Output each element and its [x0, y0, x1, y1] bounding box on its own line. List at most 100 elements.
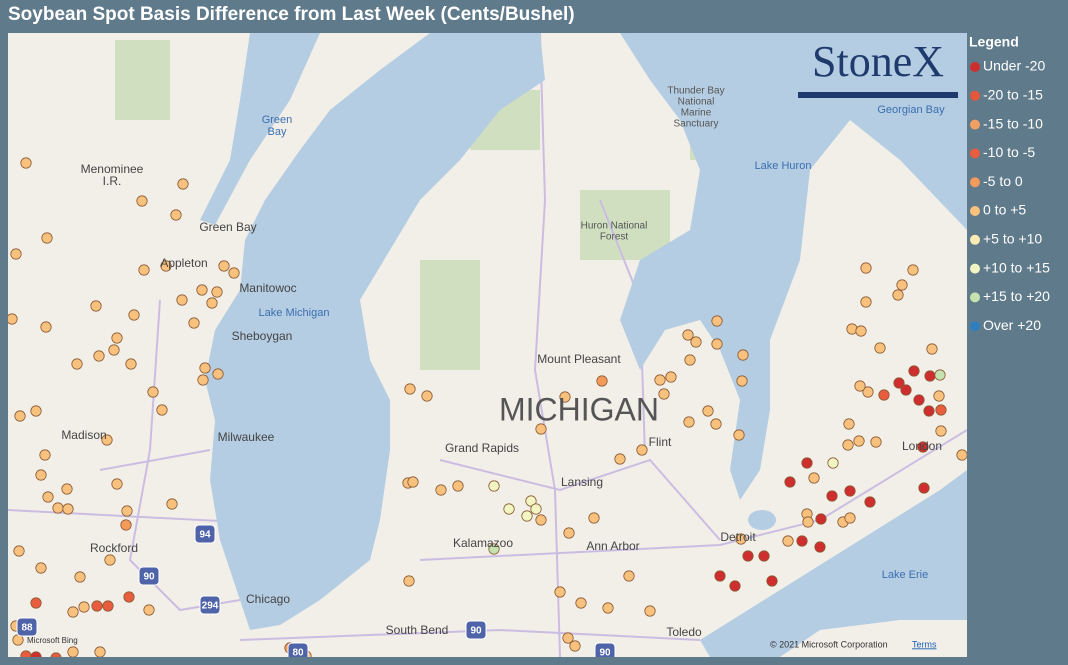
- site-marker[interactable]: [39, 449, 51, 461]
- site-marker[interactable]: [521, 510, 533, 522]
- site-marker[interactable]: [30, 651, 42, 662]
- site-marker[interactable]: [14, 410, 26, 422]
- site-marker[interactable]: [30, 405, 42, 417]
- site-marker[interactable]: [860, 296, 872, 308]
- site-marker[interactable]: [176, 294, 188, 306]
- site-marker[interactable]: [404, 383, 416, 395]
- site-marker[interactable]: [870, 436, 882, 448]
- site-marker[interactable]: [166, 498, 178, 510]
- legend-label[interactable]: Over +20: [983, 317, 1041, 333]
- site-marker[interactable]: [108, 344, 120, 356]
- site-marker[interactable]: [104, 554, 116, 566]
- site-marker[interactable]: [893, 377, 905, 389]
- site-marker[interactable]: [596, 375, 608, 387]
- site-marker[interactable]: [900, 384, 912, 396]
- site-marker[interactable]: [665, 371, 677, 383]
- legend-label[interactable]: +10 to +15: [983, 259, 1050, 275]
- site-marker[interactable]: [854, 380, 866, 392]
- site-marker[interactable]: [924, 370, 936, 382]
- site-marker[interactable]: [614, 453, 626, 465]
- site-marker[interactable]: [808, 472, 820, 484]
- site-marker[interactable]: [435, 484, 447, 496]
- site-marker[interactable]: [846, 323, 858, 335]
- site-marker[interactable]: [91, 600, 103, 612]
- site-marker[interactable]: [67, 606, 79, 618]
- site-marker[interactable]: [844, 512, 856, 524]
- site-marker[interactable]: [562, 632, 574, 644]
- site-marker[interactable]: [196, 284, 208, 296]
- site-marker[interactable]: [228, 267, 240, 279]
- site-marker[interactable]: [102, 600, 114, 612]
- site-marker[interactable]: [199, 362, 211, 374]
- site-marker[interactable]: [535, 514, 547, 526]
- site-marker[interactable]: [52, 502, 64, 514]
- site-marker[interactable]: [177, 178, 189, 190]
- site-marker[interactable]: [78, 601, 90, 613]
- site-marker[interactable]: [711, 315, 723, 327]
- site-marker[interactable]: [853, 435, 865, 447]
- site-marker[interactable]: [121, 505, 133, 517]
- site-marker[interactable]: [684, 354, 696, 366]
- site-marker[interactable]: [917, 441, 929, 453]
- site-marker[interactable]: [575, 597, 587, 609]
- site-marker[interactable]: [136, 195, 148, 207]
- site-marker[interactable]: [156, 404, 168, 416]
- site-marker[interactable]: [35, 469, 47, 481]
- site-marker[interactable]: [736, 375, 748, 387]
- site-marker[interactable]: [862, 386, 874, 398]
- site-marker[interactable]: [935, 404, 947, 416]
- site-marker[interactable]: [827, 457, 839, 469]
- site-marker[interactable]: [50, 652, 62, 663]
- site-marker[interactable]: [855, 325, 867, 337]
- site-marker[interactable]: [908, 365, 920, 377]
- site-marker[interactable]: [802, 516, 814, 528]
- site-marker[interactable]: [843, 418, 855, 430]
- site-marker[interactable]: [815, 513, 827, 525]
- site-marker[interactable]: [878, 389, 890, 401]
- site-marker[interactable]: [41, 232, 53, 244]
- site-marker[interactable]: [62, 503, 74, 515]
- site-marker[interactable]: [143, 604, 155, 616]
- site-marker[interactable]: [197, 374, 209, 386]
- site-marker[interactable]: [554, 586, 566, 598]
- site-marker[interactable]: [111, 478, 123, 490]
- site-marker[interactable]: [710, 418, 722, 430]
- site-marker[interactable]: [758, 550, 770, 562]
- site-marker[interactable]: [956, 449, 967, 461]
- legend-label[interactable]: -10 to -5: [983, 144, 1035, 160]
- site-marker[interactable]: [211, 286, 223, 298]
- site-marker[interactable]: [766, 575, 778, 587]
- site-marker[interactable]: [218, 260, 230, 272]
- site-marker[interactable]: [934, 369, 946, 381]
- site-marker[interactable]: [111, 332, 123, 344]
- site-marker[interactable]: [729, 580, 741, 592]
- site-marker[interactable]: [733, 429, 745, 441]
- site-marker[interactable]: [421, 390, 433, 402]
- site-marker[interactable]: [711, 338, 723, 350]
- site-marker[interactable]: [101, 434, 113, 446]
- site-marker[interactable]: [658, 388, 670, 400]
- site-marker[interactable]: [10, 248, 22, 260]
- legend-label[interactable]: +5 to +10: [983, 231, 1042, 247]
- site-marker[interactable]: [212, 368, 224, 380]
- site-marker[interactable]: [737, 349, 749, 361]
- legend-label[interactable]: -20 to -15: [983, 87, 1043, 103]
- site-marker[interactable]: [907, 264, 919, 276]
- site-marker[interactable]: [67, 646, 79, 657]
- site-marker[interactable]: [735, 533, 747, 545]
- site-marker[interactable]: [935, 425, 947, 437]
- site-marker[interactable]: [403, 575, 415, 587]
- site-marker[interactable]: [35, 562, 47, 574]
- site-marker[interactable]: [74, 571, 86, 583]
- site-marker[interactable]: [559, 391, 571, 403]
- site-marker[interactable]: [690, 336, 702, 348]
- site-marker[interactable]: [13, 545, 25, 557]
- site-marker[interactable]: [933, 390, 945, 402]
- site-marker[interactable]: [170, 209, 182, 221]
- site-marker[interactable]: [535, 423, 547, 435]
- site-marker[interactable]: [623, 570, 635, 582]
- legend-label[interactable]: Under -20: [983, 58, 1045, 74]
- site-marker[interactable]: [147, 386, 159, 398]
- site-marker[interactable]: [120, 519, 132, 531]
